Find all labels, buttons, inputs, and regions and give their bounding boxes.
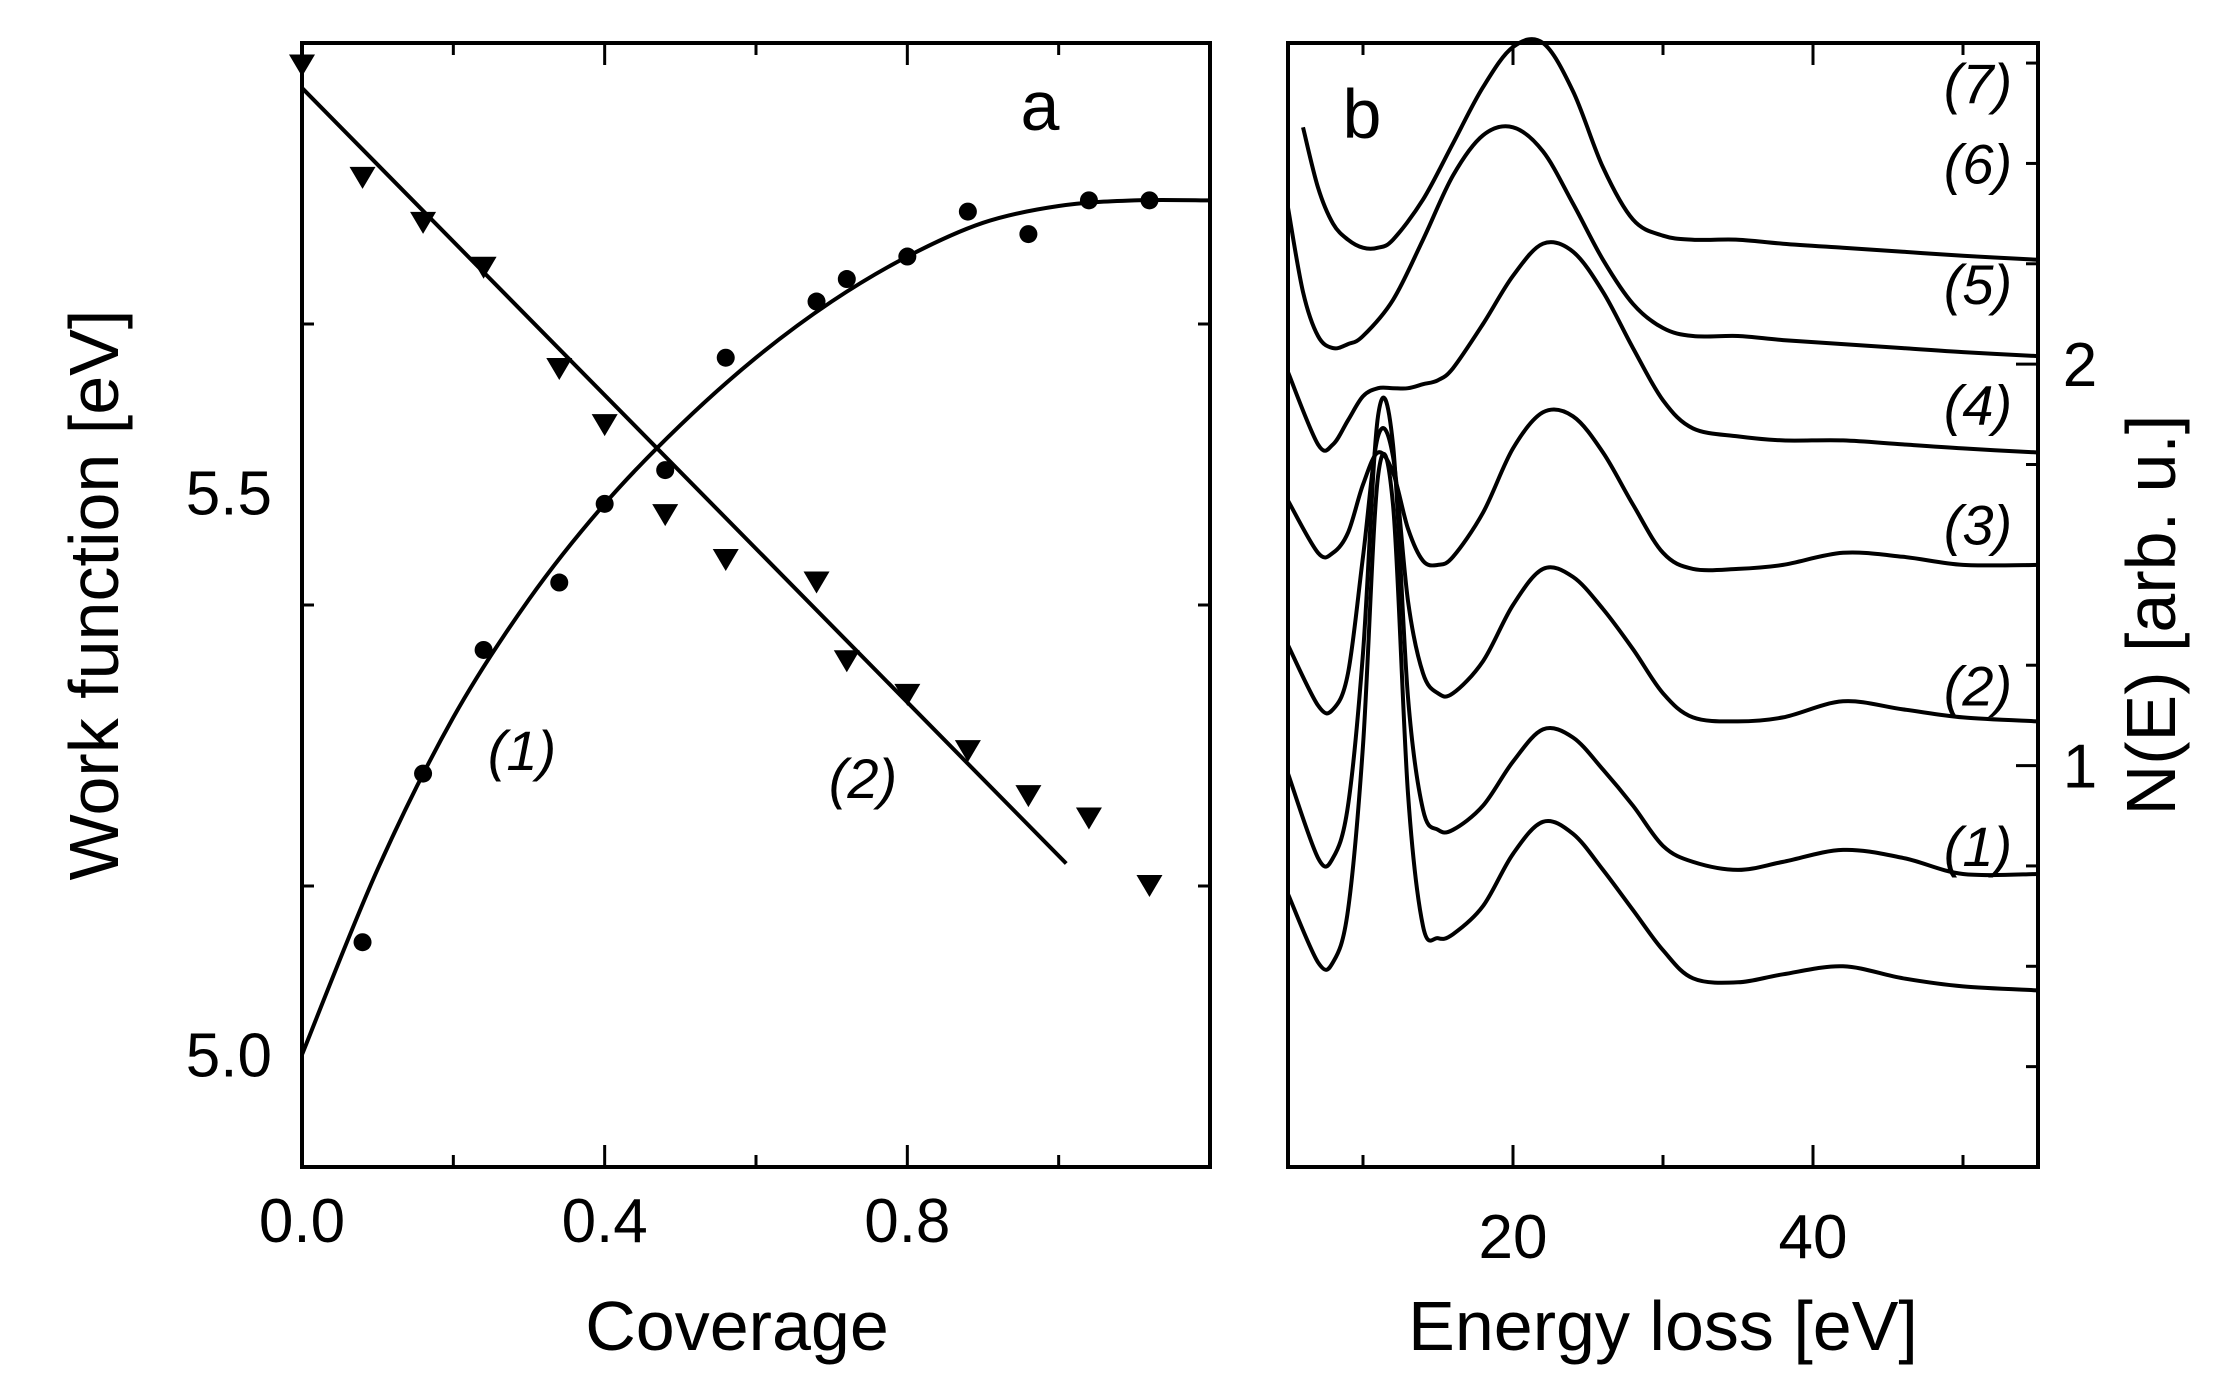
panel-b-curve-label-5: (5) <box>1944 253 2012 316</box>
panel-b-curve-label-6: (6) <box>1944 132 2012 195</box>
panel-b-spectrum-2 <box>1286 395 2039 878</box>
panel-a-y-tick-label: 5.5 <box>186 460 272 529</box>
panel-a-label-curve-1: (1) <box>488 719 556 782</box>
panel-a-point-triangle <box>894 683 921 706</box>
panel-b-spectrum-3 <box>1286 426 2039 724</box>
panel-b-x-tick-labels: 20 40 <box>1479 1203 1848 1272</box>
panel-a-point-circle <box>837 270 856 289</box>
panel-b-right-tick-labels: 12 <box>2063 331 2097 801</box>
panel-a-x-axis-title: Coverage <box>585 1287 889 1365</box>
panel-a-point-circle <box>716 348 735 367</box>
panel-a-fit-curves <box>300 86 1211 1056</box>
panel-b-spectrum-6 <box>1286 124 2039 359</box>
panel-a-point-triangle <box>954 740 981 763</box>
panel-b-curve-label-3: (3) <box>1944 494 2012 557</box>
panel-a-y-tick-labels: 5.0 5.5 <box>186 460 272 1091</box>
panel-b-spectra <box>1286 37 2039 993</box>
panel-a-point-triangle <box>1136 875 1163 897</box>
panel-a-plot-frame <box>300 41 1212 1169</box>
panel-a-point-circle <box>353 933 372 952</box>
panel-a-point-triangle <box>349 166 376 189</box>
panel-a-point-circle <box>1019 225 1038 244</box>
panel-b-x-tick-label: 20 <box>1479 1203 1548 1272</box>
panel-a-label-curve-2: (2) <box>829 747 897 810</box>
panel-b-spectrum-7 <box>1301 37 2039 262</box>
panel-b-energy-loss: 20 40 12 (1)(2)(3)(4)(5)(6)(7) Energy los… <box>1286 37 2190 1365</box>
panel-a-fit-1 <box>300 197 1211 1056</box>
panel-a-y-axis-title: Work function [eV] <box>55 310 133 881</box>
panel-a-x-tick-label: 0.8 <box>864 1187 950 1256</box>
panel-b-letter: b <box>1343 75 1382 153</box>
panel-a-point-triangle <box>470 256 497 279</box>
panel-a-point-triangle <box>410 211 437 234</box>
panel-a-point-circle <box>550 573 569 592</box>
panel-a-point-circle <box>807 292 826 311</box>
panel-a-point-circle <box>474 640 493 659</box>
panel-b-curve-label-7: (7) <box>1944 52 2012 115</box>
panel-a-point-triangle <box>1075 807 1102 830</box>
panel-b-spectrum-4 <box>1286 407 2039 573</box>
panel-a-point-triangle <box>1015 785 1042 808</box>
panel-a-y-tick-label: 5.0 <box>186 1022 272 1091</box>
panel-b-curve-label-4: (4) <box>1944 373 2012 436</box>
panel-a-point-triangle <box>712 549 739 572</box>
panel-a-point-circle <box>1079 191 1098 210</box>
panel-a-point-circle <box>1140 191 1159 210</box>
panel-a-point-triangle <box>591 414 618 437</box>
panel-a-tick-marks <box>300 41 1212 1169</box>
panel-a-data-points <box>289 54 1163 952</box>
panel-b-spectrum-5 <box>1286 240 2039 455</box>
panel-a-point-circle <box>656 461 675 480</box>
panel-b-curve-labels: (1) (2) (3) (4) (5) (6) (7) <box>1944 52 2012 878</box>
panel-b-x-tick-label: 40 <box>1779 1203 1848 1272</box>
panel-b-curve-label-2: (2) <box>1944 654 2012 717</box>
panel-a-point-triangle <box>833 650 860 673</box>
panel-a-point-circle <box>414 764 433 783</box>
panel-a-x-tick-labels: 0.0 0.4 0.8 <box>259 1187 951 1256</box>
panel-a-point-circle <box>898 247 917 266</box>
panel-a-point-triangle <box>803 571 830 594</box>
panel-a-fit-2 <box>300 86 1068 865</box>
panel-b-right-tick-label: 2 <box>2063 331 2097 400</box>
panel-a-x-tick-label: 0.0 <box>259 1187 345 1256</box>
panel-b-y-axis-title: N(E) [arb. u.] <box>2112 415 2190 816</box>
panel-a-letter: a <box>1021 67 1060 145</box>
panel-b-spectrum-1 <box>1286 451 2039 993</box>
panel-a-point-circle <box>595 494 614 513</box>
panel-a-point-circle <box>958 202 977 221</box>
panel-a-work-function: 0.0 0.4 0.8 5.0 5.5 Coverage Work function … <box>55 41 1212 1365</box>
panel-a-point-triangle <box>289 54 315 77</box>
panel-a-x-tick-label: 0.4 <box>562 1187 648 1256</box>
panel-b-x-axis-title: Energy loss [eV] <box>1408 1287 1918 1365</box>
panel-a-point-triangle <box>652 504 679 527</box>
panel-b-curve-label-1: (1) <box>1944 815 2012 878</box>
panel-b-tick-marks <box>1361 43 2038 1167</box>
panel-b-right-tick-label: 1 <box>2063 733 2097 802</box>
panel-a-point-triangle <box>546 357 573 380</box>
